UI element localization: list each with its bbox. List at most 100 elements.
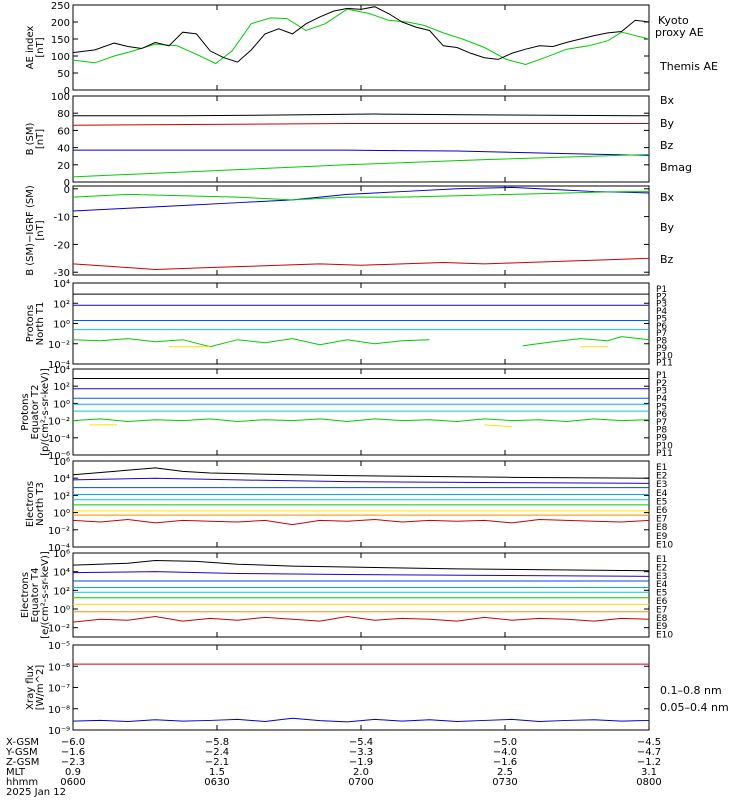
y-tick-label: 10⁻⁴ — [48, 543, 70, 554]
legend-entry: P2 — [656, 379, 667, 389]
y-tick-label: 10² — [53, 586, 70, 597]
panel-frame — [72, 4, 650, 91]
x-tick-label: 2.5 — [497, 767, 513, 778]
series-Bz — [72, 257, 650, 270]
panel-frame — [72, 95, 650, 183]
legend-entry: E6 — [656, 506, 668, 516]
legend-entry: P10 — [656, 351, 673, 361]
legend-entry: P6 — [656, 410, 667, 420]
y-axis-label: [e/(cm²-s-sr-keV)] — [40, 551, 51, 639]
legend-entry: E3 — [656, 480, 667, 490]
y-tick-label: 100 — [51, 92, 70, 103]
y-axis-label: [p/(cm²-s-sr-keV)] — [40, 368, 51, 456]
legend-entry: Bx — [660, 94, 675, 107]
series-P6 — [72, 418, 650, 422]
x-row-label: MLT — [6, 767, 26, 778]
legend-entry: E7 — [656, 515, 667, 525]
y-tick-label: 0 — [64, 178, 70, 189]
y-tick-label: 10⁻² — [48, 624, 70, 635]
y-axis-label: North T1 — [35, 302, 46, 346]
y-tick-label: 40 — [57, 144, 70, 155]
legend-entry: E5 — [656, 497, 667, 507]
y-tick-label: 10⁰ — [53, 509, 70, 520]
y-tick-label: 10⁻⁹ — [48, 726, 70, 737]
series-Bx — [73, 149, 650, 156]
series-Bx — [72, 186, 650, 212]
y-axis-label: Equator T4 — [30, 568, 41, 623]
y-axis-label: Equator T2 — [30, 385, 41, 440]
x-tick-label: −1.6 — [493, 757, 517, 768]
legend-entry: Bmag — [660, 161, 692, 174]
x-tick-label: 0630 — [204, 777, 229, 788]
y-tick-label: 10² — [53, 382, 70, 393]
legend-entry: 0.1–0.8 nm — [660, 684, 722, 697]
x-tick-label: −1.6 — [61, 747, 85, 758]
y-tick-label: 200 — [51, 18, 70, 29]
y-axis-label: Protons — [25, 305, 36, 342]
series-P7 — [484, 424, 512, 428]
y-tick-label: -20 — [54, 240, 70, 251]
legend-entry: P11 — [656, 449, 673, 459]
legend-entry: P2 — [656, 292, 667, 302]
x-tick-label: −3.3 — [349, 747, 373, 758]
x-tick-label: 0730 — [492, 777, 517, 788]
x-tick-label: 0600 — [60, 777, 85, 788]
legend-entry: P5 — [656, 402, 667, 412]
y-axis-label: Electrons — [20, 572, 31, 618]
y-axis-label: B (SM) — [25, 122, 36, 155]
y-tick-label: 10⁰ — [53, 320, 70, 331]
series-P6 — [522, 336, 650, 347]
panel-frame — [72, 282, 650, 365]
series-By — [72, 153, 650, 178]
x-tick-label: −5.0 — [493, 737, 517, 748]
legend-entry: E6 — [656, 597, 668, 607]
legend-entry: P8 — [656, 426, 667, 436]
legend-entry: P9 — [656, 434, 667, 444]
panel-frame — [72, 460, 650, 548]
panel-frame — [72, 368, 650, 456]
x-tick-label: 0700 — [348, 777, 373, 788]
x-row-label: hhmm — [6, 777, 38, 788]
y-tick-label: 10⁰ — [53, 399, 70, 410]
series-P6 — [72, 338, 430, 348]
y-tick-label: 10⁴ — [53, 568, 70, 579]
legend-entry: E3 — [656, 572, 667, 582]
legend-entry: P7 — [656, 329, 667, 339]
y-axis-label: AE index — [25, 26, 36, 70]
legend-entry: P6 — [656, 322, 667, 332]
series-E1 — [72, 559, 650, 572]
legend-entry: E1 — [656, 555, 667, 565]
y-tick-label: 10⁴ — [53, 279, 70, 290]
x-tick-label: 1.5 — [209, 767, 225, 778]
legend-entry: P4 — [656, 394, 667, 404]
series-E1 — [72, 467, 650, 479]
y-tick-label: 60 — [57, 126, 70, 137]
y-tick-label: 10⁰ — [53, 605, 70, 616]
x-tick-label: −5.8 — [205, 737, 229, 748]
legend-entry: P9 — [656, 344, 667, 354]
y-axis-label: [nT] — [35, 37, 46, 57]
legend-entry: E4 — [656, 580, 668, 590]
legend-entry: E9 — [656, 622, 668, 632]
legend-entry: E1 — [656, 463, 667, 473]
y-tick-label: 10² — [53, 299, 70, 310]
y-tick-label: 80 — [57, 109, 70, 120]
y-tick-label: 10⁶ — [53, 549, 70, 560]
legend-entry: By — [660, 117, 675, 130]
series-Bz — [72, 123, 649, 126]
legend-entry: Bx — [660, 191, 675, 204]
y-tick-label: 10⁻⁶ — [48, 662, 70, 673]
legend-entry: Bz — [660, 139, 674, 152]
panel-xray: 10⁻⁹ 10⁻⁸ 10⁻⁷ 10⁻⁶ 10⁻⁵ Xray flux [W/m^2] 0.1–… — [25, 641, 729, 737]
legend-entry: By — [660, 221, 675, 234]
x-tick-label: −4.5 — [637, 737, 661, 748]
legend-entry: P3 — [656, 387, 667, 397]
x-row-label: Z-GSM — [6, 757, 39, 768]
x-tick-label: 3.1 — [641, 767, 657, 778]
legend-entry: proxy AE — [655, 26, 704, 39]
x-tick-label: −2.4 — [205, 747, 229, 758]
panel-pe: 10⁻⁶ 10⁻⁴ 10⁻² 10⁰ 10² 10⁴ Protons Equator T2 [p… — [20, 365, 673, 462]
